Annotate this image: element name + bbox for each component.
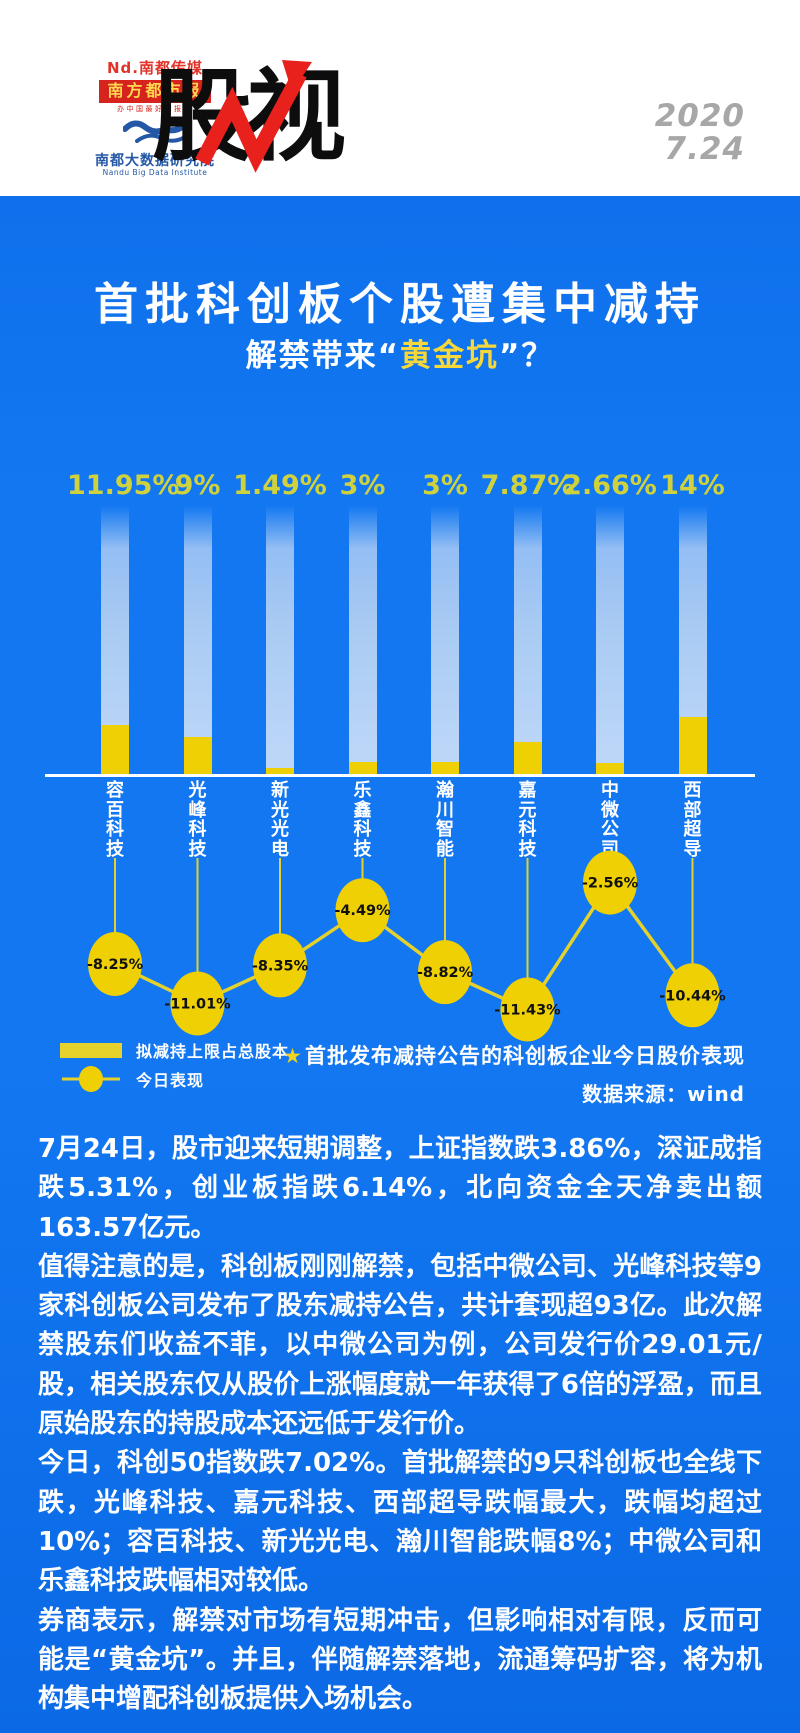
subtitle-question-mark: ？ (521, 338, 555, 374)
page-subtitle: 解禁带来“黄金坑”？ (0, 330, 800, 375)
legend-bar-label: 拟减持上限占总股本 (136, 1042, 290, 1061)
today-circle (335, 878, 390, 943)
body-paragraph: 7月24日，股市迎来短期调整，上证指数跌3.86%，深证成指跌5.31%，创业板… (38, 1134, 762, 1243)
chart-note: ★首批发布减持公告的科创板企业今日股价表现 (283, 1040, 745, 1070)
today-circle-value: -11.01% (164, 996, 231, 1012)
company-name: 光峰科技 (188, 780, 207, 860)
legend: 拟减持上限占总股本 今日表现 (60, 1038, 289, 1096)
company-name: 乐鑫科技 (353, 780, 372, 860)
today-circle (665, 963, 720, 1028)
bar-value-label: 11.95% (67, 470, 180, 501)
body-paragraph: 今日，科创50指数跌7.02%。首批解禁的9只科创板也全线下跌，光峰科技、嘉元科… (38, 1448, 762, 1597)
company-name: 西部超导 (683, 780, 702, 860)
bar-value-label: 9% (174, 470, 221, 501)
today-circle (170, 971, 225, 1036)
today-circle-value: -8.82% (417, 965, 474, 981)
bar-yellow-segment (678, 717, 707, 774)
body-paragraph: 券商表示，解禁对市场有短期冲击，但影响相对有限，反而可能是“黄金坑”。并且，伴随… (38, 1605, 762, 1715)
today-circle (418, 940, 472, 1005)
bar-yellow-segment (266, 768, 294, 774)
page-title: 首批科创板个股遭集中减持 (94, 279, 706, 330)
bar-yellow-segment (183, 737, 212, 774)
institute-name-en: Nandu Big Data Institute (102, 168, 208, 178)
issue-date: 2020 7.24 (655, 100, 745, 166)
legend-bar-swatch-icon (60, 1042, 122, 1058)
masthead-slogan: 办中国最好的报纸 (117, 104, 193, 113)
today-circle-value: -2.56% (582, 876, 639, 892)
bar-column (513, 505, 542, 775)
chart-note-text: 首批发布减持公告的科创板企业今日股价表现 (305, 1044, 745, 1068)
bar-yellow-segment (101, 725, 129, 774)
chart-note-block: ★首批发布减持公告的科创板企业今日股价表现 数据来源：wind (283, 1040, 745, 1107)
bar-value-label: 7.87% (480, 470, 575, 501)
bar-yellow-segment (431, 762, 459, 774)
today-circle (253, 933, 307, 998)
bar-yellow-segment (513, 742, 542, 774)
bar-value-label: 3% (339, 470, 386, 501)
wave-logo-icon (60, 117, 250, 151)
today-circle-value: -11.43% (494, 1002, 561, 1018)
today-circle-value: -8.35% (252, 958, 309, 974)
company-name: 中微公司 (601, 780, 619, 860)
legend-row-line: 今日表现 (60, 1065, 289, 1093)
bar-value-label: 14% (660, 470, 725, 501)
legend-circle-icon (60, 1065, 122, 1093)
bar-column (266, 505, 294, 775)
company-name: 瀚川智能 (436, 780, 454, 860)
bar-column (183, 505, 212, 775)
star-icon: ★ (283, 1044, 303, 1068)
chart: 11.95% 9% 1.49% 3% 3% 7.87% 2.66% 14% 容百科技 光峰科技 新… (45, 470, 755, 1096)
legend-row-bar: 拟减持上限占总股本 (60, 1038, 289, 1062)
today-circle-value: -4.49% (334, 903, 391, 919)
masthead-logo: 南方都市报 (99, 80, 211, 103)
bar-value-label: 2.66% (563, 470, 657, 501)
company-name: 容百科技 (106, 780, 124, 860)
bar-value-label: 3% (422, 470, 468, 501)
line-series-path (114, 879, 694, 1012)
today-circle-value: -8.25% (87, 957, 144, 973)
institute-name: 南都大数据研究院 (95, 153, 215, 170)
data-source: 数据来源：wind (582, 1082, 745, 1106)
body-text: 7月24日，股市迎来短期调整，上证指数跌3.86%，深证成指跌5.31%，创业板… (38, 1130, 762, 1719)
company-name: 嘉元科技 (518, 780, 537, 860)
today-circle (500, 977, 555, 1042)
subtitle-open-quote: “ (377, 338, 400, 374)
bar-yellow-segment (348, 762, 377, 774)
subtitle-close-quote: ” (499, 338, 522, 374)
header: Nd.南都传媒 南方都市报 办中国最好的报纸 南都大数据研究院 Nandu Bi… (0, 0, 800, 196)
body-paragraph: 值得注意的是，科创板刚刚解禁，包括中微公司、光峰科技等9家科创板公司发布了股东减… (38, 1251, 762, 1440)
subtitle-highlight: 黄金坑 (400, 338, 499, 374)
brand-logo: Nd.南都传媒 南方都市报 办中国最好的报纸 南都大数据研究院 Nandu Bi… (60, 59, 250, 178)
issue-date-day: 7.24 (664, 131, 745, 167)
chart-baseline (45, 774, 755, 777)
nd-media-logo: Nd.南都传媒 (107, 59, 203, 77)
today-circle (583, 850, 637, 915)
subtitle-prefix: 解禁带来 (245, 338, 378, 374)
issue-date-year: 2020 (654, 98, 745, 134)
bar-column (431, 505, 459, 775)
bar-column (348, 505, 377, 775)
legend-line-label: 今日表现 (136, 1071, 205, 1090)
company-name: 新光光电 (271, 780, 289, 860)
today-circle-value: -10.44% (659, 988, 726, 1004)
bar-value-label: 1.49% (233, 470, 327, 501)
today-circle (88, 931, 142, 996)
bar-yellow-segment (596, 763, 624, 774)
bar-column (596, 505, 624, 775)
